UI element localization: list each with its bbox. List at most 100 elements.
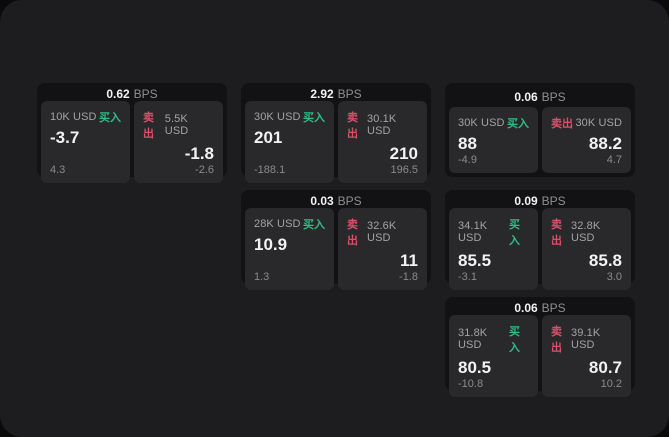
sell-side-label: 卖出 (347, 112, 358, 140)
sell-side-label: 卖出 (347, 219, 358, 247)
sell-amount: 30K USD (575, 117, 622, 129)
spread-header: 2.92 BPS (245, 87, 427, 101)
sell-side-label: 卖出 (551, 326, 562, 354)
quote-card: 0.03 BPS 28K USD 买入 10.9 1.3 卖出 32.6K US… (241, 190, 431, 290)
sell-price: 210 (389, 144, 418, 163)
buy-tile-top: 10K USD 买入 (50, 109, 121, 125)
buy-price: 88 (458, 134, 477, 153)
buy-tile-top: 30K USD 买入 (254, 109, 325, 125)
sell-amount: 30.1K USD (367, 113, 397, 137)
spread-unit: BPS (337, 194, 362, 208)
buy-delta: 4.3 (50, 164, 66, 176)
spread-unit: BPS (541, 90, 566, 104)
sell-amount: 5.5K USD (164, 113, 189, 137)
spread-unit: BPS (541, 301, 566, 315)
buy-amount: 10K USD (50, 111, 97, 123)
spread-value: 0.06 (514, 301, 538, 315)
quote-card-body: 30K USD 买入 88 -4.9 卖出 30K USD 88.2 4.7 (449, 107, 631, 173)
quote-card-body: 10K USD 买入 -3.7 4.3 卖出 5.5K USD -1.8 -2.… (41, 101, 223, 183)
sell-tile[interactable]: 卖出 32.8K USD 85.8 3.0 (542, 208, 631, 290)
buy-amount: 28K USD (254, 218, 301, 230)
sell-amount: 32.6K USD (367, 220, 397, 244)
sell-delta: 4.7 (606, 154, 622, 166)
sell-amount: 39.1K USD (571, 327, 601, 351)
buy-price: 10.9 (254, 235, 288, 254)
spread-header: 0.03 BPS (245, 194, 427, 208)
spread-header: 0.06 BPS (449, 87, 631, 107)
buy-amount: 31.8K USD (458, 327, 488, 351)
sell-price: 88.2 (588, 134, 622, 153)
quote-card-body: 31.8K USD 买入 80.5 -10.8 卖出 39.1K USD 80.… (449, 315, 631, 397)
buy-amount: 30K USD (458, 117, 505, 129)
buy-side-label: 买入 (508, 219, 520, 247)
sell-delta: -1.8 (399, 271, 418, 283)
quote-card-body: 34.1K USD 买入 85.5 -3.1 卖出 32.8K USD 85.8… (449, 208, 631, 290)
quote-card: 2.92 BPS 30K USD 买入 201 -188.1 卖出 30.1K … (241, 83, 431, 183)
spread-header: 0.09 BPS (449, 194, 631, 208)
buy-price: 85.5 (458, 251, 492, 270)
quote-card: 0.06 BPS 31.8K USD 买入 80.5 -10.8 卖出 39.1… (445, 297, 635, 397)
buy-tile-top: 30K USD 买入 (458, 115, 529, 131)
buy-delta: -10.8 (458, 378, 484, 390)
spread-header: 0.06 BPS (449, 301, 631, 315)
sell-tile[interactable]: 卖出 30K USD 88.2 4.7 (542, 107, 631, 173)
buy-tile-top: 28K USD 买入 (254, 216, 325, 232)
sell-side-label: 卖出 (143, 112, 154, 140)
buy-side-label: 买入 (303, 219, 325, 231)
sell-delta: 196.5 (390, 164, 418, 176)
buy-tile[interactable]: 28K USD 买入 10.9 1.3 (245, 208, 334, 290)
buy-tile[interactable]: 34.1K USD 买入 85.5 -3.1 (449, 208, 538, 290)
quote-card: 0.62 BPS 10K USD 买入 -3.7 4.3 卖出 5.5K USD (37, 83, 227, 183)
spread-value: 0.06 (514, 90, 538, 104)
sell-tile-top: 卖出 32.8K USD (551, 216, 622, 248)
quote-card-body: 28K USD 买入 10.9 1.3 卖出 32.6K USD 11 -1.8 (245, 208, 427, 290)
sell-price: 80.7 (588, 358, 622, 377)
spread-value: 2.92 (310, 87, 334, 101)
buy-tile-top: 31.8K USD 买入 (458, 323, 529, 355)
sell-price: 11 (400, 251, 418, 270)
buy-tile-top: 34.1K USD 买入 (458, 216, 529, 248)
buy-price: 201 (254, 128, 283, 147)
spread-header: 0.62 BPS (41, 87, 223, 101)
sell-tile-top: 卖出 30K USD (551, 115, 622, 131)
buy-side-label: 买入 (303, 112, 325, 124)
quote-card: 0.06 BPS 30K USD 买入 88 -4.9 卖出 30K USD (445, 83, 635, 177)
buy-tile[interactable]: 30K USD 买入 201 -188.1 (245, 101, 334, 183)
buy-tile[interactable]: 30K USD 买入 88 -4.9 (449, 107, 538, 173)
sell-side-label: 卖出 (551, 118, 573, 130)
buy-amount: 34.1K USD (458, 220, 488, 244)
sell-delta: -2.6 (195, 164, 214, 176)
buy-delta: -188.1 (254, 164, 286, 176)
buy-price: -3.7 (50, 128, 80, 147)
buy-side-label: 买入 (508, 326, 520, 354)
buy-delta: -4.9 (458, 154, 477, 166)
sell-tile[interactable]: 卖出 39.1K USD 80.7 10.2 (542, 315, 631, 397)
sell-side-label: 卖出 (551, 219, 562, 247)
quote-card: 0.09 BPS 34.1K USD 买入 85.5 -3.1 卖出 32.8K… (445, 190, 635, 290)
spread-unit: BPS (541, 194, 566, 208)
buy-delta: -3.1 (458, 271, 477, 283)
spread-value: 0.09 (514, 194, 538, 208)
buy-side-label: 买入 (507, 118, 529, 130)
sell-tile-top: 卖出 39.1K USD (551, 323, 622, 355)
buy-tile[interactable]: 10K USD 买入 -3.7 4.3 (41, 101, 130, 183)
sell-price: -1.8 (184, 144, 214, 163)
sell-tile[interactable]: 卖出 32.6K USD 11 -1.8 (338, 208, 427, 290)
sell-price: 85.8 (588, 251, 622, 270)
sell-tile[interactable]: 卖出 30.1K USD 210 196.5 (338, 101, 427, 183)
buy-side-label: 买入 (99, 112, 121, 124)
spread-value: 0.03 (310, 194, 334, 208)
buy-tile[interactable]: 31.8K USD 买入 80.5 -10.8 (449, 315, 538, 397)
sell-delta: 10.2 (600, 378, 622, 390)
spread-value: 0.62 (106, 87, 130, 101)
quote-card-grid: 0.62 BPS 10K USD 买入 -3.7 4.3 卖出 5.5K USD (37, 83, 635, 397)
spread-unit: BPS (133, 87, 158, 101)
sell-tile[interactable]: 卖出 5.5K USD -1.8 -2.6 (134, 101, 223, 183)
sell-tile-top: 卖出 30.1K USD (347, 109, 418, 141)
sell-tile-top: 卖出 32.6K USD (347, 216, 418, 248)
spread-unit: BPS (337, 87, 362, 101)
buy-delta: 1.3 (254, 271, 270, 283)
quote-card-body: 30K USD 买入 201 -188.1 卖出 30.1K USD 210 1… (245, 101, 427, 183)
buy-amount: 30K USD (254, 111, 301, 123)
buy-price: 80.5 (458, 358, 492, 377)
